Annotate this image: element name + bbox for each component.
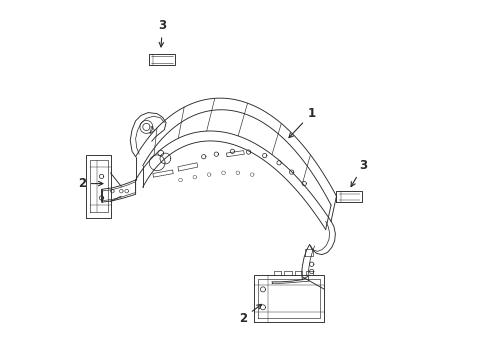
Text: 3: 3: [158, 19, 167, 47]
Text: 3: 3: [351, 159, 368, 186]
Text: 2: 2: [239, 304, 262, 325]
Text: 1: 1: [289, 107, 316, 138]
Text: 2: 2: [78, 177, 103, 190]
